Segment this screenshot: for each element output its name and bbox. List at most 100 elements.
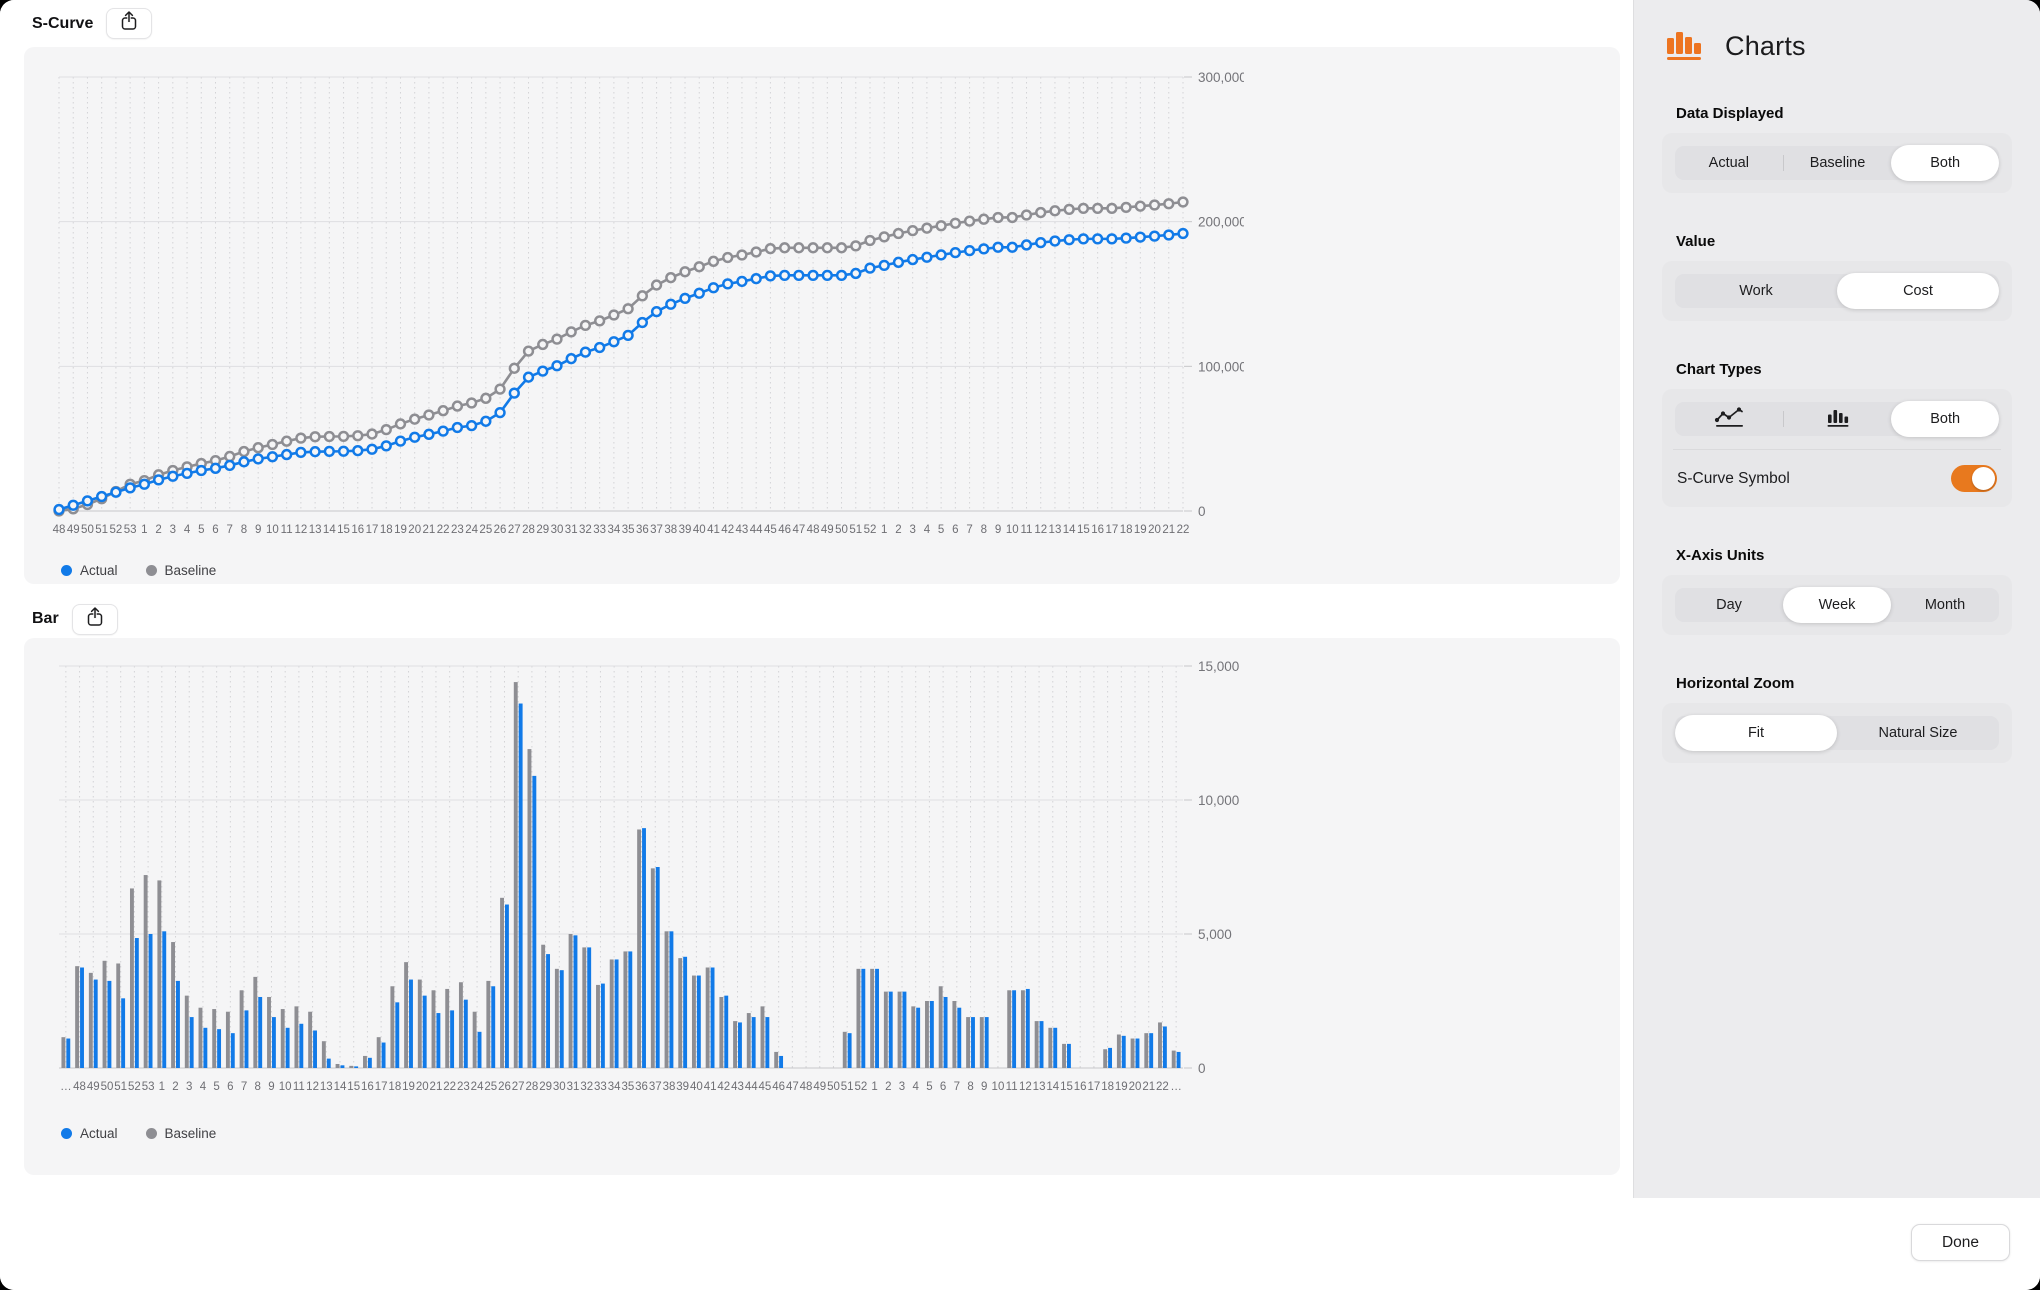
- svg-text:6: 6: [227, 1081, 233, 1093]
- baseline-dot-icon: [145, 1128, 157, 1139]
- svg-text:52: 52: [864, 524, 877, 536]
- s-curve-title-row: S-Curve: [24, 0, 1620, 47]
- svg-text:53: 53: [124, 524, 137, 536]
- svg-text:39: 39: [676, 1081, 689, 1093]
- svg-text:18: 18: [1101, 1081, 1114, 1093]
- svg-text:33: 33: [593, 524, 606, 536]
- svg-text:35: 35: [621, 1081, 634, 1093]
- svg-text:9: 9: [255, 524, 261, 536]
- svg-text:12: 12: [306, 1081, 319, 1093]
- svg-text:33: 33: [594, 1081, 607, 1093]
- legend-item-baseline: Baseline: [145, 563, 216, 578]
- svg-text:40: 40: [690, 1081, 703, 1093]
- sidebar-header: Charts: [1664, 24, 2012, 69]
- svg-text:27: 27: [508, 524, 521, 536]
- svg-text:6: 6: [212, 524, 218, 536]
- group-x-axis-units: Day Week Month: [1662, 575, 2012, 635]
- s-curve-share-button[interactable]: [106, 8, 153, 39]
- svg-text:7: 7: [227, 524, 233, 536]
- segment-natural-size[interactable]: Natural Size: [1878, 725, 1958, 741]
- svg-text:…: …: [1170, 1081, 1182, 1093]
- segmented-horizontal-zoom: Fit Natural Size: [1675, 715, 1999, 751]
- svg-text:1: 1: [159, 1081, 165, 1093]
- segmented-x-axis-units: Day Week Month: [1675, 587, 1999, 623]
- svg-text:5: 5: [926, 1081, 932, 1093]
- svg-text:4: 4: [184, 524, 191, 536]
- svg-text:5: 5: [938, 524, 944, 536]
- svg-text:10,000: 10,000: [1198, 793, 1239, 808]
- svg-text:37: 37: [649, 1081, 662, 1093]
- svg-text:19: 19: [402, 1081, 415, 1093]
- svg-text:21: 21: [423, 524, 436, 536]
- legend-item-actual: Actual: [61, 1126, 118, 1141]
- legend-item-actual: Actual: [61, 563, 118, 578]
- segment-baseline[interactable]: Baseline: [1809, 155, 1866, 171]
- svg-text:48: 48: [807, 524, 820, 536]
- segment-bar-chart[interactable]: [1784, 402, 1892, 436]
- segment-week[interactable]: Week: [1783, 587, 1891, 623]
- segment-cost[interactable]: Cost: [1837, 273, 1999, 309]
- svg-text:12: 12: [1034, 524, 1047, 536]
- svg-text:5,000: 5,000: [1198, 927, 1232, 942]
- svg-text:14: 14: [323, 524, 336, 536]
- share-icon: [85, 606, 105, 633]
- svg-text:34: 34: [607, 524, 620, 536]
- s-curve-section-title: S-Curve: [32, 14, 94, 32]
- s-curve-symbol-toggle[interactable]: [1951, 465, 1997, 492]
- svg-text:7: 7: [241, 1081, 247, 1093]
- svg-text:15,000: 15,000: [1198, 659, 1239, 674]
- segment-month[interactable]: Month: [1924, 597, 1966, 613]
- svg-text:13: 13: [1033, 1081, 1046, 1093]
- svg-text:13: 13: [1049, 524, 1062, 536]
- group-chart-types: Both S-Curve Symbol: [1662, 389, 2012, 507]
- bar-share-button[interactable]: [71, 603, 118, 635]
- segment-both-chart-types[interactable]: Both: [1891, 401, 2000, 437]
- svg-text:47: 47: [786, 1081, 799, 1093]
- svg-text:29: 29: [536, 524, 549, 536]
- svg-text:43: 43: [736, 524, 749, 536]
- svg-text:49: 49: [87, 1081, 100, 1093]
- heading-value: Value: [1676, 233, 1716, 250]
- svg-text:0: 0: [1198, 1061, 1206, 1076]
- svg-text:50: 50: [101, 1081, 114, 1093]
- svg-text:30: 30: [551, 524, 564, 536]
- svg-text:36: 36: [635, 1081, 648, 1093]
- svg-text:19: 19: [1115, 1081, 1128, 1093]
- svg-text:11: 11: [1006, 1081, 1018, 1093]
- segment-actual[interactable]: Actual: [1708, 155, 1749, 171]
- svg-text:42: 42: [721, 524, 734, 536]
- svg-text:23: 23: [451, 524, 464, 536]
- segment-day[interactable]: Day: [1716, 597, 1742, 613]
- svg-text:3: 3: [170, 524, 176, 536]
- svg-text:4: 4: [913, 1081, 920, 1093]
- svg-text:16: 16: [351, 524, 364, 536]
- done-button[interactable]: Done: [1911, 1224, 2010, 1261]
- actual-dot-icon: [61, 565, 72, 576]
- svg-text:2: 2: [172, 1081, 178, 1093]
- group-data-displayed: Actual Baseline Both: [1662, 133, 2012, 193]
- svg-text:16: 16: [361, 1081, 374, 1093]
- svg-text:4: 4: [200, 1081, 207, 1093]
- svg-text:2: 2: [155, 524, 161, 536]
- svg-text:21: 21: [1142, 1081, 1155, 1093]
- svg-text:35: 35: [622, 524, 635, 536]
- svg-text:8: 8: [255, 1081, 261, 1093]
- svg-text:2: 2: [895, 524, 901, 536]
- heading-horizontal-zoom: Horizontal Zoom: [1676, 675, 1795, 692]
- segment-line-chart[interactable]: [1675, 402, 1783, 436]
- svg-text:17: 17: [1105, 524, 1118, 536]
- svg-text:14: 14: [1063, 524, 1076, 536]
- svg-text:11: 11: [293, 1081, 305, 1093]
- svg-text:13: 13: [320, 1081, 333, 1093]
- segment-both[interactable]: Both: [1891, 145, 2000, 181]
- svg-text:5: 5: [198, 524, 204, 536]
- svg-text:21: 21: [1162, 524, 1175, 536]
- toggle-knob: [1972, 467, 1995, 490]
- svg-text:6: 6: [952, 524, 958, 536]
- svg-text:32: 32: [579, 524, 592, 536]
- segment-work[interactable]: Work: [1739, 283, 1773, 299]
- segment-fit[interactable]: Fit: [1675, 715, 1837, 751]
- svg-text:20: 20: [416, 1081, 429, 1093]
- svg-text:25: 25: [484, 1081, 497, 1093]
